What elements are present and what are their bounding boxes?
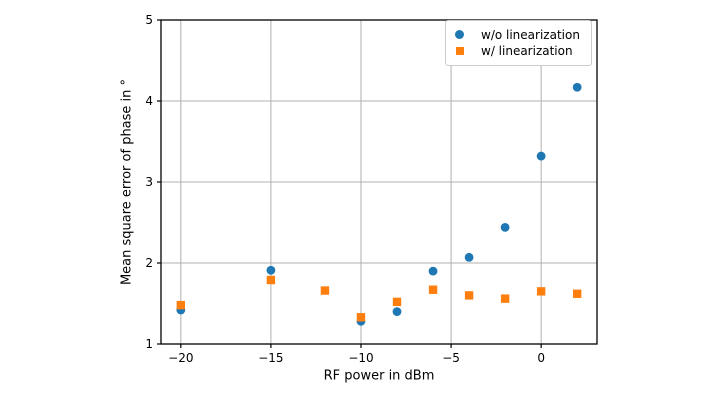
square-marker-icon: [456, 46, 464, 55]
data-point-square: [500, 294, 510, 303]
data-point-circle: [428, 266, 438, 276]
x-tick-label: −10: [348, 351, 373, 365]
circle-marker-icon: [455, 30, 464, 39]
data-point-circle: [464, 252, 474, 262]
y-tick-label: 4: [145, 94, 153, 108]
x-tick-label: −15: [258, 351, 283, 365]
data-point-circle: [266, 265, 276, 275]
data-point-circle: [392, 307, 402, 316]
y-tick-label: 1: [145, 337, 153, 351]
x-tick-label: −20: [168, 351, 193, 365]
x-axis-label: RF power in dBm: [323, 368, 435, 384]
x-tick-label: 0: [537, 351, 545, 365]
legend-label: w/ linearization: [481, 43, 573, 58]
data-point-square: [536, 287, 546, 296]
legend: w/o linearization w/ linearization: [445, 20, 592, 66]
data-point-square: [392, 297, 402, 307]
data-point-square: [176, 300, 186, 310]
legend-item-wo-linearization: w/o linearization: [446, 27, 591, 42]
y-tick-label: 5: [145, 13, 153, 27]
data-point-square: [266, 275, 276, 285]
x-tick-label: −5: [442, 351, 460, 365]
data-point-square: [356, 313, 366, 322]
data-point-square: [320, 286, 330, 295]
data-point-circle: [572, 82, 582, 92]
data-point-circle: [536, 151, 546, 161]
data-point-square: [428, 285, 438, 294]
y-axis-label: Mean square error of phase in °: [119, 78, 135, 286]
data-point-square: [464, 291, 474, 300]
legend-item-w-linearization: w/ linearization: [446, 43, 591, 58]
y-tick-label: 2: [145, 256, 153, 270]
data-point-square: [572, 289, 582, 298]
data-point-circle: [500, 222, 510, 232]
y-tick-label: 3: [145, 175, 153, 189]
legend-label: w/o linearization: [481, 27, 580, 42]
